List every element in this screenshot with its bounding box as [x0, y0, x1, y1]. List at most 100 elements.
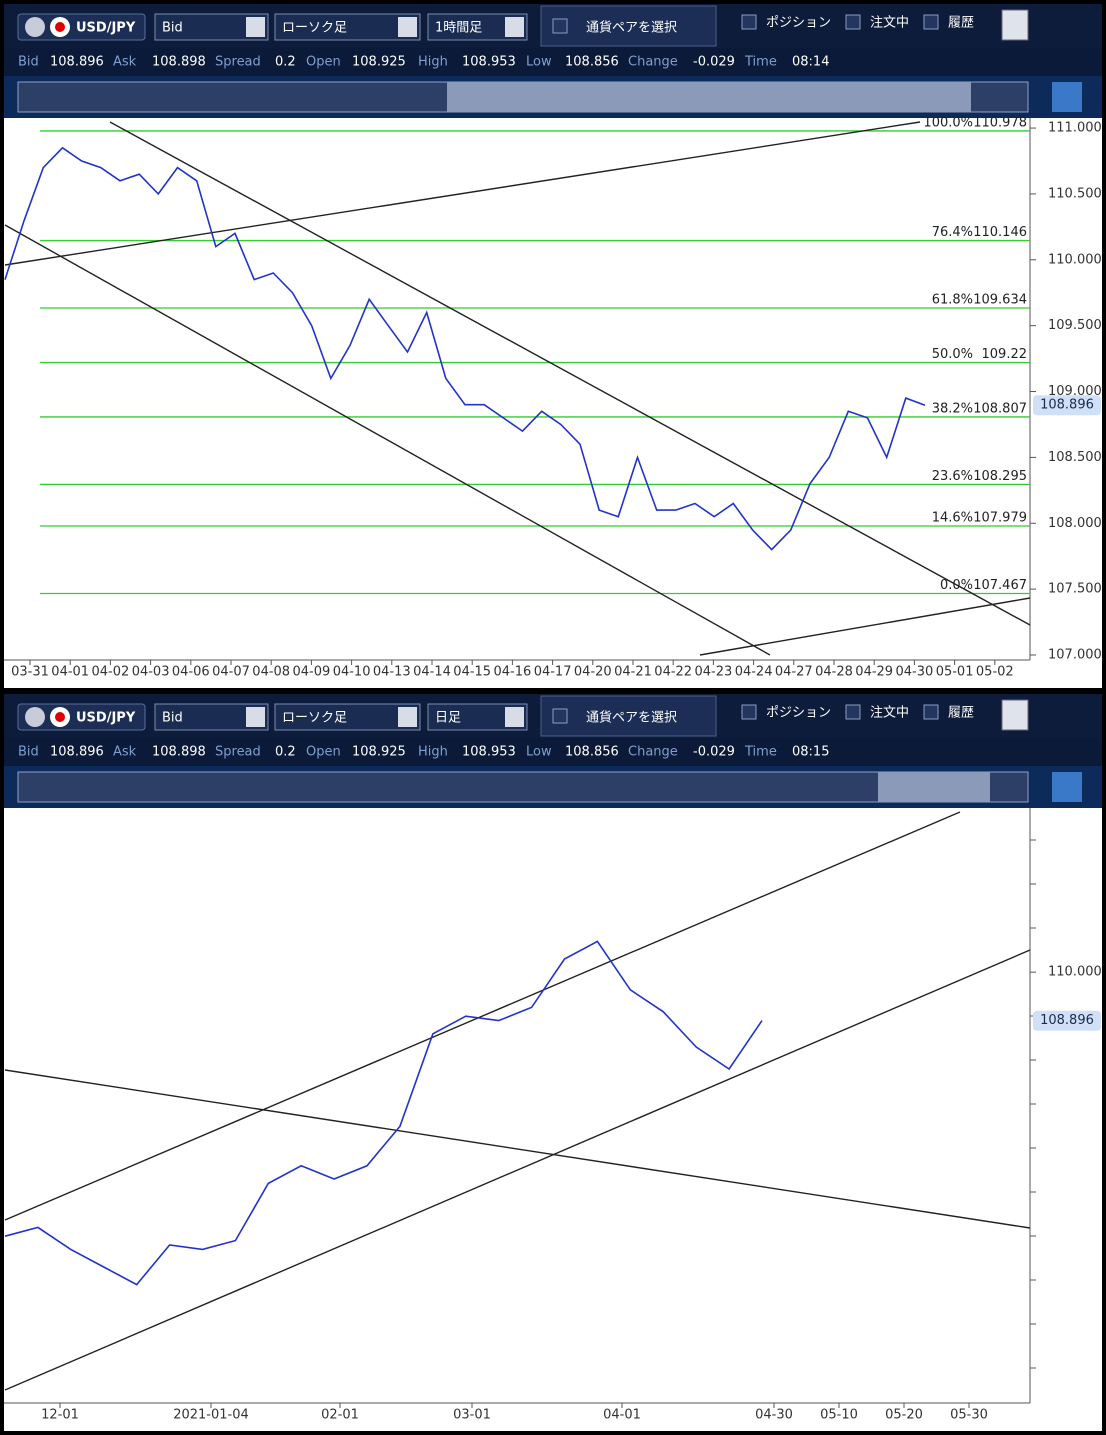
checkbox-label: ポジション	[766, 16, 831, 31]
y-tick-label: 107.500	[1048, 582, 1102, 597]
navigator[interactable]	[17, 771, 1029, 803]
quote-label: Change	[628, 745, 678, 760]
checkbox[interactable]	[923, 14, 939, 30]
settings-icon[interactable]	[1001, 699, 1029, 731]
trendline	[109, 121, 1031, 626]
y-tick-label: 110.000	[1048, 965, 1102, 980]
flag-jp-dot	[55, 712, 65, 722]
fib-value: 110.146	[973, 225, 1027, 240]
x-tick-label: 04-23	[695, 665, 733, 680]
fib-percent: 14.6%	[932, 511, 973, 526]
navigator-window[interactable]	[878, 772, 990, 802]
trendline	[4, 811, 961, 1221]
select-label: 1時間足	[435, 21, 482, 36]
quote-label: Time	[744, 745, 777, 760]
checkbox-label: 注文中	[870, 16, 909, 31]
checkbox[interactable]	[845, 14, 861, 30]
pair-label: 通貨ペアを選択	[586, 710, 677, 726]
quote-bar	[4, 48, 1102, 76]
x-tick-label: 04-24	[735, 665, 773, 680]
zoom-button[interactable]	[1052, 772, 1082, 802]
quote-label: Ask	[113, 745, 137, 760]
quote-label: Open	[306, 745, 341, 760]
x-tick-label: 04-20	[574, 665, 612, 680]
symbol: USD/JPY	[76, 21, 136, 36]
fib-percent: 38.2%	[932, 401, 973, 416]
fib-value: 109.634	[973, 293, 1027, 308]
select-label: Bid	[162, 21, 183, 36]
x-tick-label: 04-02	[92, 665, 130, 680]
quote-label: Ask	[113, 55, 137, 70]
fib-percent: 23.6%	[932, 469, 973, 484]
fib-percent: 100.0%	[923, 115, 973, 130]
quote-value: 0.2	[275, 55, 296, 70]
checkbox-label: 履歴	[948, 16, 974, 31]
x-tick-label: 2021-01-04	[173, 1408, 249, 1423]
quote-label: Spread	[215, 745, 261, 760]
quote-label: High	[418, 745, 448, 760]
fib-value: 107.979	[973, 511, 1027, 526]
x-tick-label: 04-16	[494, 665, 532, 680]
select-arrow	[246, 17, 265, 37]
x-tick-label: 04-09	[293, 665, 331, 680]
checkbox-label: 注文中	[870, 706, 909, 721]
checkbox[interactable]	[741, 14, 757, 30]
quote-value: 108.898	[152, 745, 206, 760]
x-tick-label: 04-01	[51, 665, 89, 680]
fib-value: 109.22	[982, 347, 1028, 362]
pair-label: 通貨ペアを選択	[586, 20, 677, 36]
price-badge	[1033, 395, 1101, 416]
quote-value: 108.856	[565, 745, 619, 760]
x-tick-label: 02-01	[321, 1408, 359, 1423]
select-label: ローソク足	[282, 711, 347, 726]
quote-label: Open	[306, 55, 341, 70]
checkbox[interactable]	[923, 704, 939, 720]
quote-value: -0.029	[693, 55, 735, 70]
flag-us	[25, 17, 45, 37]
checkbox-label: ポジション	[766, 706, 831, 721]
x-tick-label: 03-31	[11, 665, 49, 680]
navigator-window[interactable]	[447, 82, 971, 112]
select-box[interactable]	[274, 703, 421, 731]
x-tick-label: 04-14	[413, 665, 451, 680]
quote-label: Bid	[18, 55, 39, 70]
y-tick-label: 107.000	[1048, 648, 1102, 663]
x-tick-label: 04-28	[815, 665, 853, 680]
checkbox[interactable]	[741, 704, 757, 720]
quote-value: 08:15	[792, 745, 829, 760]
select-arrow	[246, 707, 265, 727]
x-tick-label: 05-01	[936, 665, 974, 680]
x-tick-label: 04-27	[775, 665, 813, 680]
flag-jp-dot	[55, 22, 65, 32]
x-tick-label: 05-02	[976, 665, 1014, 680]
pair-button[interactable]	[540, 5, 717, 47]
select-box[interactable]	[274, 13, 421, 41]
pair-button[interactable]	[540, 695, 717, 737]
fib-percent: 61.8%	[932, 293, 973, 308]
select-arrow	[398, 707, 417, 727]
fib-percent: 76.4%	[932, 225, 973, 240]
x-tick-label: 04-30	[755, 1408, 793, 1423]
settings-icon[interactable]	[1001, 9, 1029, 41]
quote-value: 0.2	[275, 745, 296, 760]
x-tick-label: 04-21	[614, 665, 652, 680]
y-tick-label: 108.500	[1048, 450, 1102, 465]
select-arrow	[505, 707, 524, 727]
zoom-button[interactable]	[1052, 82, 1082, 112]
select-arrow	[505, 17, 524, 37]
quote-label: Bid	[18, 745, 39, 760]
trendline	[4, 121, 921, 266]
symbol-box[interactable]	[17, 703, 146, 731]
quote-value: 108.925	[352, 55, 406, 70]
fib-percent: 50.0%	[932, 347, 973, 362]
x-tick-label: 12-01	[41, 1408, 79, 1423]
quote-value: 108.896	[50, 745, 104, 760]
quote-bar	[4, 738, 1102, 766]
symbol-box[interactable]	[17, 13, 146, 41]
y-tick-label: 109.500	[1048, 318, 1102, 333]
select-label: ローソク足	[282, 21, 347, 36]
checkbox[interactable]	[845, 704, 861, 720]
quote-value: 108.953	[462, 745, 516, 760]
quote-label: Low	[526, 745, 552, 760]
